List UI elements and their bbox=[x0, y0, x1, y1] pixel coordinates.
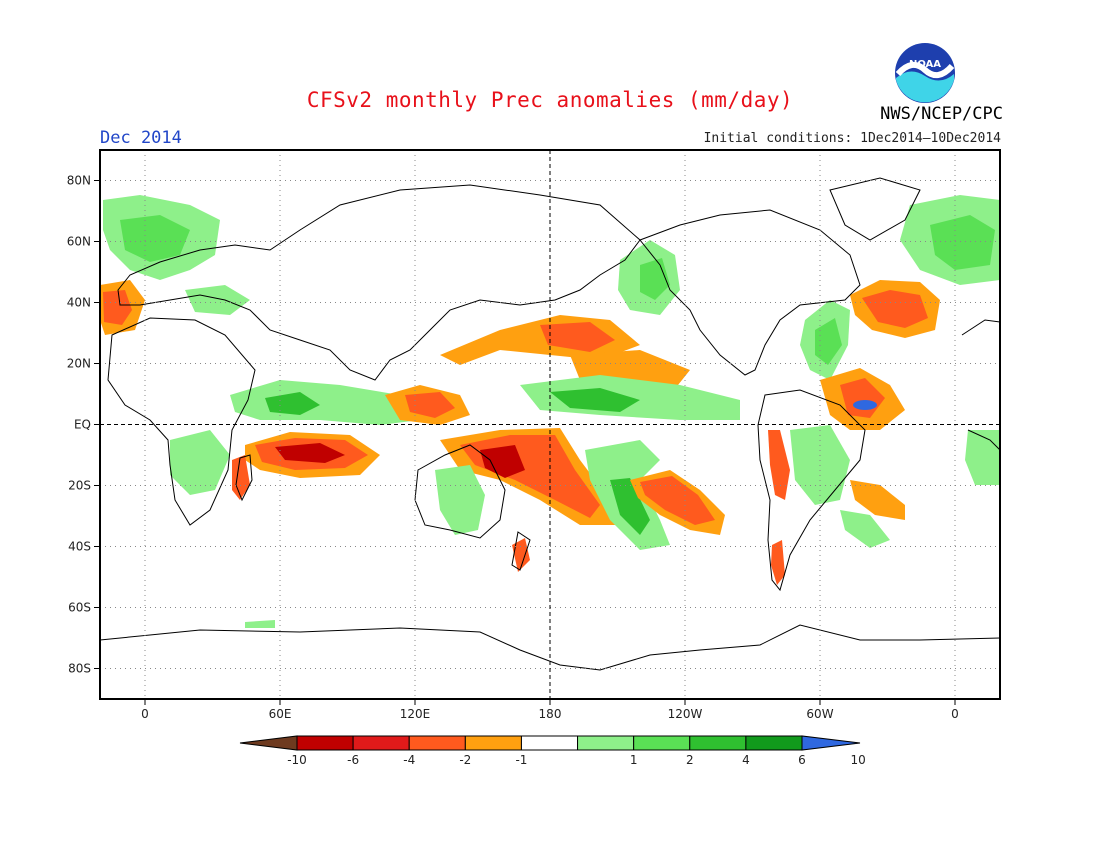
legend-label: 4 bbox=[742, 753, 750, 767]
anomaly-extreme-wet-atlantic bbox=[853, 400, 877, 410]
anomaly-wet-med bbox=[185, 285, 250, 315]
coastlines bbox=[100, 177, 1000, 671]
anomaly-dry-patagonia bbox=[771, 540, 785, 585]
legend-swatch bbox=[352, 735, 410, 751]
coast-wrap-africa bbox=[961, 319, 1000, 451]
legend-swatch bbox=[408, 735, 466, 751]
anomaly-wet-australia bbox=[435, 465, 485, 535]
lat-tick-label: 20S bbox=[68, 479, 91, 493]
anomaly-dry-iberia-core bbox=[103, 290, 132, 325]
anomaly-wet-europe-core bbox=[120, 215, 190, 262]
lon-tick-label: 120W bbox=[668, 707, 703, 721]
legend-swatch bbox=[577, 735, 635, 751]
lat-tick-label: 20N bbox=[67, 357, 91, 371]
legend-swatch bbox=[633, 735, 691, 751]
anomaly-dry-madagascar bbox=[232, 455, 250, 500]
coast-australia bbox=[414, 444, 506, 539]
anomaly-dry-spcz-core bbox=[480, 445, 525, 478]
anomaly-dry-samerica-coast bbox=[768, 430, 790, 500]
coast-south-america bbox=[757, 389, 866, 592]
legend-label: -1 bbox=[515, 753, 527, 767]
anomaly-wet-satlantic bbox=[840, 510, 890, 548]
anomaly-dry-sindian-core bbox=[275, 443, 345, 463]
lon-tick-label: 120E bbox=[400, 707, 431, 721]
lat-tick-label: 40N bbox=[67, 296, 91, 310]
anomaly-wet-indian-core bbox=[265, 392, 320, 415]
coast-eurasia bbox=[117, 184, 641, 381]
legend-swatch bbox=[464, 735, 522, 751]
lon-tick-label: 60W bbox=[806, 707, 833, 721]
anomaly-dry-sepacific-core bbox=[640, 476, 715, 525]
coast-africa bbox=[107, 317, 256, 526]
anomaly-wet-indian bbox=[230, 380, 420, 425]
lon-tick-label: 0 bbox=[141, 707, 149, 721]
map-title: CFSv2 monthly Prec anomalies (mm/day) bbox=[306, 88, 794, 112]
anomaly-wet-eqpacific-core bbox=[550, 388, 640, 412]
agency-label: NWS/NCEP/CPC bbox=[880, 104, 1003, 124]
anomaly-dry-maritime-core bbox=[405, 392, 455, 418]
lon-tick-label: 60E bbox=[269, 707, 292, 721]
coast-antarctica bbox=[100, 624, 1000, 671]
anomaly-wet-safrica bbox=[170, 430, 230, 495]
legend-label: -6 bbox=[347, 753, 359, 767]
logo-text: NOAA bbox=[909, 59, 941, 70]
lon-tick-label: 180 bbox=[539, 707, 562, 721]
anomaly-wet-watlantic-core bbox=[815, 318, 842, 365]
anomaly-dry-npacific-core bbox=[540, 322, 615, 352]
lat-tick-label: 40S bbox=[68, 540, 91, 554]
coast-north-america bbox=[639, 209, 861, 376]
anomaly-dry-satlantic bbox=[850, 480, 905, 520]
month-label: Dec 2014 bbox=[100, 128, 182, 148]
legend-label: 6 bbox=[798, 753, 806, 767]
lat-tick-label: 80S bbox=[68, 662, 91, 676]
legend-label: 2 bbox=[686, 753, 694, 767]
lat-tick-label: 80N bbox=[67, 174, 91, 188]
legend-swatch bbox=[689, 735, 747, 751]
legend-label: 1 bbox=[630, 753, 638, 767]
anomaly-wet-nwamerica-core bbox=[640, 258, 670, 300]
legend-swatch bbox=[520, 735, 579, 751]
coast-newzealand bbox=[511, 531, 531, 571]
legend-label: -10 bbox=[287, 753, 307, 767]
coast-madagascar bbox=[235, 454, 253, 502]
lat-tick-label: 60N bbox=[67, 235, 91, 249]
coast-greenland bbox=[829, 177, 921, 241]
anomaly-dry-natlantic-core bbox=[862, 290, 928, 328]
anomaly-wet-sepacific-core bbox=[610, 478, 650, 535]
legend-swatch bbox=[745, 735, 803, 751]
anomaly-wet-europe-east-core bbox=[930, 215, 995, 270]
legend-label: 10 bbox=[850, 753, 865, 767]
map-grid bbox=[100, 150, 1000, 699]
lat-tick-label: 60S bbox=[68, 601, 91, 615]
legend-swatch bbox=[296, 735, 354, 751]
legend-arrow-high bbox=[801, 735, 861, 751]
anomaly-wet-eastafrica-edge bbox=[965, 430, 1000, 485]
lat-tick-label: EQ bbox=[74, 418, 91, 432]
axis-labels: 80N 60N 40N 20N EQ 20S 40S 60S 80S 0 60E 120E 180 120… bbox=[67, 174, 959, 722]
legend-label: -2 bbox=[459, 753, 471, 767]
legend-arrow-low bbox=[239, 735, 298, 751]
lon-tick-label: 0 bbox=[951, 707, 959, 721]
anomaly-wet-antarctic bbox=[245, 620, 275, 628]
legend-label: -4 bbox=[403, 753, 415, 767]
initial-conditions-label: Initial conditions: 1Dec2014–10Dec2014 bbox=[703, 131, 1001, 146]
noaa-logo-icon: NOAA bbox=[893, 41, 957, 105]
